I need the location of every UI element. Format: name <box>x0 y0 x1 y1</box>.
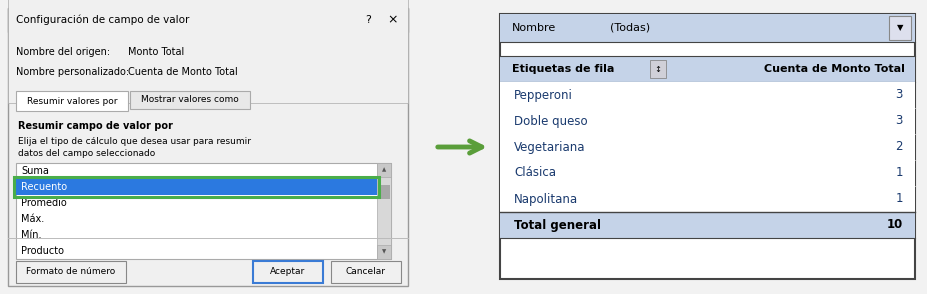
Bar <box>888 16 910 40</box>
Bar <box>649 60 666 78</box>
Bar <box>500 212 914 238</box>
Text: Nombre personalizado:: Nombre personalizado: <box>16 67 129 77</box>
Text: Cuenta de Monto Total: Cuenta de Monto Total <box>128 67 237 77</box>
Text: ▼: ▼ <box>382 250 386 255</box>
Text: 3: 3 <box>895 88 902 101</box>
Bar <box>8 8 408 286</box>
Bar <box>500 14 914 42</box>
Bar <box>14 177 378 197</box>
Bar <box>16 91 128 111</box>
Text: Nombre del origen:: Nombre del origen: <box>16 47 110 57</box>
Bar <box>500 14 914 279</box>
Text: Resumir campo de valor por: Resumir campo de valor por <box>18 121 172 131</box>
Text: 1: 1 <box>895 193 902 206</box>
Text: ▲: ▲ <box>382 168 386 173</box>
Bar <box>8 0 408 103</box>
Bar <box>16 179 376 195</box>
Text: Mostrar valores como: Mostrar valores como <box>141 96 238 104</box>
Bar <box>376 163 390 259</box>
Text: ▼: ▼ <box>895 24 902 33</box>
Bar <box>16 261 126 283</box>
Text: Máx.: Máx. <box>21 214 44 224</box>
Bar <box>376 245 390 259</box>
Bar <box>331 261 400 283</box>
Text: Cancelar: Cancelar <box>346 268 386 276</box>
Text: Formato de número: Formato de número <box>26 268 116 276</box>
Text: Clásica: Clásica <box>514 166 555 180</box>
Text: 1: 1 <box>895 166 902 180</box>
Text: Configuración de campo de valor: Configuración de campo de valor <box>16 15 189 25</box>
Bar <box>500 186 914 212</box>
Bar <box>500 108 914 134</box>
Bar <box>123 63 398 81</box>
Text: Mín.: Mín. <box>21 230 42 240</box>
Text: Napolitana: Napolitana <box>514 193 578 206</box>
Text: Elija el tipo de cálculo que desea usar para resumir: Elija el tipo de cálculo que desea usar … <box>18 136 250 146</box>
Text: Recuento: Recuento <box>21 182 67 192</box>
Bar <box>130 91 249 109</box>
Bar <box>500 134 914 160</box>
Text: 2: 2 <box>895 141 902 153</box>
Text: Cuenta de Monto Total: Cuenta de Monto Total <box>763 64 904 74</box>
Text: (Todas): (Todas) <box>609 23 650 33</box>
Text: Aceptar: Aceptar <box>270 268 305 276</box>
Text: 3: 3 <box>895 114 902 128</box>
Bar <box>500 82 914 108</box>
Text: Resumir valores por: Resumir valores por <box>27 96 117 106</box>
Text: Suma: Suma <box>21 166 49 176</box>
Bar <box>377 185 389 199</box>
Bar <box>500 56 914 82</box>
Text: Monto Total: Monto Total <box>128 47 184 57</box>
Text: Nombre: Nombre <box>512 23 555 33</box>
Text: ×: × <box>387 14 398 26</box>
Bar <box>253 261 323 283</box>
Bar <box>500 160 914 186</box>
Text: 10: 10 <box>886 218 902 231</box>
Text: Promedio: Promedio <box>21 198 67 208</box>
Text: Total general: Total general <box>514 218 601 231</box>
Bar <box>16 163 390 259</box>
Text: Doble queso: Doble queso <box>514 114 587 128</box>
Text: ?: ? <box>364 15 371 25</box>
Text: ↕: ↕ <box>654 64 661 74</box>
Text: Etiquetas de fila: Etiquetas de fila <box>512 64 614 74</box>
Text: datos del campo seleccionado: datos del campo seleccionado <box>18 148 155 158</box>
Bar <box>8 8 408 32</box>
Bar <box>376 163 390 177</box>
Text: Vegetariana: Vegetariana <box>514 141 585 153</box>
Text: Producto: Producto <box>21 246 64 256</box>
Text: Pepperoni: Pepperoni <box>514 88 572 101</box>
